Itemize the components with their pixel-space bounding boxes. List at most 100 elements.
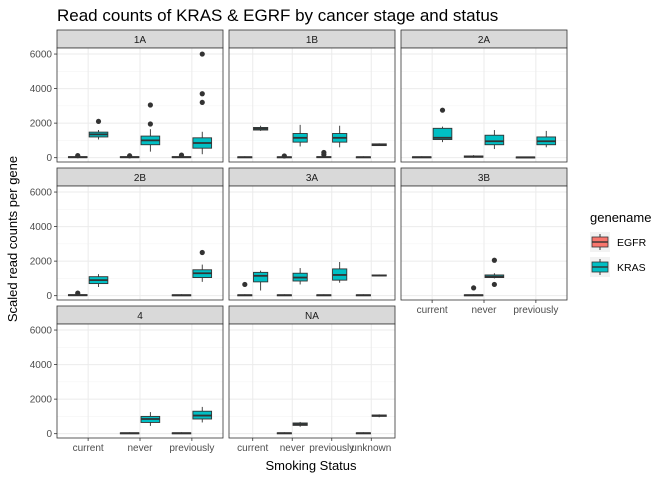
legend-label-kras: KRAS: [617, 262, 646, 274]
y-tick-label: 6000: [30, 326, 53, 337]
box-never-egfr: [276, 294, 292, 297]
box-never-kras: [292, 124, 308, 147]
box-unknown-kras: [371, 274, 387, 277]
panel-border: [228, 323, 396, 439]
facet-strip-label: 1B: [306, 35, 319, 46]
y-tick-label: 2000: [30, 395, 53, 406]
box-never-kras: [484, 257, 505, 288]
y-tick-label: 0: [46, 291, 52, 302]
box-previously-kras: [192, 51, 213, 155]
legend-key-kras: KRAS: [590, 257, 646, 277]
box-previously-kras: [536, 130, 557, 148]
panel-border: [56, 47, 224, 163]
box-current-kras: [432, 107, 453, 143]
legend: genename EGFR KRAS: [590, 210, 651, 277]
y-tick-label: 6000: [30, 188, 53, 199]
outlier-point: [147, 102, 153, 108]
box-previously-egfr: [171, 432, 192, 435]
facet-panel-2b: 2B 0 2000 4000 6000: [30, 167, 224, 302]
box-current-egfr: [67, 290, 88, 297]
x-tick-label: previously: [513, 305, 558, 316]
x-tick-label: never: [280, 443, 306, 454]
box-never-egfr: [276, 153, 292, 159]
box-current-egfr: [67, 153, 88, 159]
outlier-point: [75, 290, 81, 296]
legend-label-egfr: EGFR: [617, 237, 647, 249]
box-never-kras: [484, 130, 505, 150]
outlier-point: [242, 281, 248, 288]
legend-title: genename: [590, 210, 651, 225]
x-tick-label: never: [127, 443, 153, 454]
box-unknown-egfr: [355, 156, 371, 159]
box-never-egfr: [463, 285, 484, 297]
box-current-egfr: [411, 156, 432, 159]
outlier-point: [439, 107, 446, 113]
box-unknown-egfr: [355, 432, 371, 435]
box-never-kras: [140, 412, 161, 426]
box-never-egfr: [276, 432, 292, 435]
box-previously-kras: [332, 125, 348, 148]
facet-strip-label: 3B: [478, 173, 491, 184]
panel-border: [400, 47, 568, 163]
facet-strip-label: 2A: [478, 35, 491, 46]
box-unknown-kras: [371, 143, 387, 147]
box-current-kras: [253, 270, 269, 291]
grid: [401, 48, 567, 162]
y-tick-label: 0: [46, 429, 52, 440]
x-tick-label: current: [73, 443, 104, 454]
legend-key-egfr: EGFR: [590, 232, 647, 252]
facet-strip-label: 1A: [134, 35, 147, 46]
box-previously-egfr: [171, 152, 192, 159]
facet-panel-3a: 3A: [228, 167, 396, 301]
box-current-kras: [253, 125, 269, 131]
facet-strip-label: 4: [137, 311, 143, 322]
outlier-point: [178, 152, 185, 158]
facet-strip-label: NA: [305, 311, 319, 322]
outlier-point: [199, 99, 205, 106]
y-tick-label: 6000: [30, 50, 53, 61]
box-unknown-kras: [371, 414, 387, 418]
box-previously-egfr: [515, 156, 536, 159]
box-never-egfr: [119, 153, 140, 159]
outlier-point: [471, 285, 477, 291]
box-never-kras: [292, 421, 308, 427]
panel-background: [229, 324, 395, 438]
outlier-point: [199, 91, 205, 97]
x-tick-label: previously: [169, 443, 214, 454]
outlier-point: [491, 257, 497, 263]
grid: [401, 186, 567, 300]
outlier-point: [321, 149, 327, 156]
facet-panel-1b: 1B: [228, 29, 396, 163]
box-previously-egfr: [316, 294, 332, 297]
chart-title: Read counts of KRAS & EGRF by cancer sta…: [57, 6, 498, 25]
outlier-point: [127, 153, 133, 159]
box-previously-kras: [192, 249, 213, 282]
box-current-kras: [88, 274, 109, 288]
grid: [229, 186, 395, 300]
y-tick-label: 2000: [30, 119, 53, 130]
x-tick-label: current: [237, 443, 268, 454]
box-current-kras: [88, 118, 109, 140]
box-current-egfr: [237, 281, 253, 297]
x-tick-label: never: [471, 305, 497, 316]
x-tick-label: previously: [309, 443, 354, 454]
y-tick-label: 4000: [30, 360, 53, 371]
outlier-point: [75, 153, 81, 159]
outlier-point: [491, 281, 497, 288]
y-tick-label: 2000: [30, 257, 53, 268]
box-never-egfr: [119, 432, 140, 435]
x-tick-label: unknown: [351, 443, 391, 454]
panel-background: [229, 186, 395, 300]
box-previously-kras: [192, 406, 213, 423]
box-unknown-egfr: [355, 294, 371, 297]
facet-panel-1a: 1A 0 2000 4000 6000: [30, 29, 224, 164]
y-axis-title: Scaled read counts per gene: [5, 156, 20, 322]
box-previously-kras: [332, 262, 348, 283]
y-tick-label: 4000: [30, 222, 53, 233]
facet-strip-label: 2B: [134, 173, 147, 184]
box-previously-egfr: [316, 149, 332, 159]
panel-background: [229, 48, 395, 162]
box-iqr: [484, 134, 505, 146]
